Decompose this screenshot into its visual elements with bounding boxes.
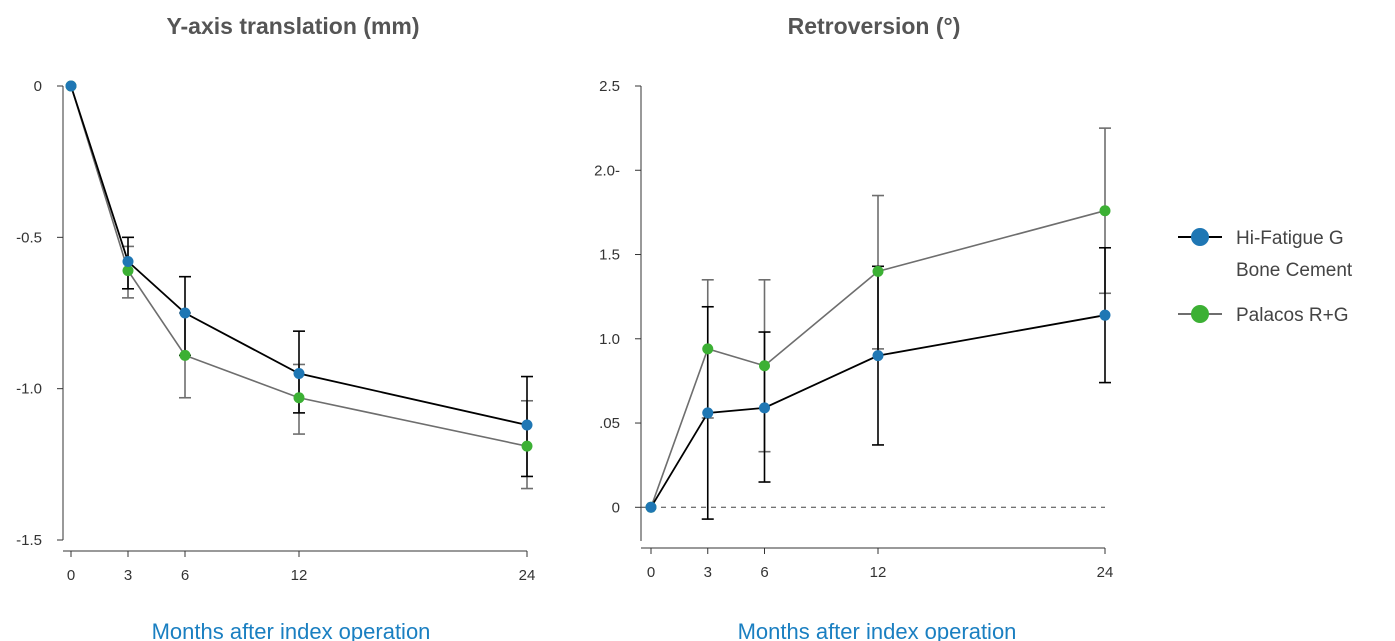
- y-tick-label: -0.5: [16, 229, 42, 246]
- chart-retroversion: Retroversion (°) Months after index oper…: [594, 13, 1113, 641]
- y-tick-label: -1.5: [16, 532, 42, 549]
- axes: 0 .05 1.0 1.5 2.0- 2.5 0 3 6 12 24: [594, 78, 1113, 581]
- data-point: [122, 256, 134, 268]
- chart-y-translation: Y-axis translation (mm) Months after ind…: [16, 13, 535, 641]
- data-point: [65, 80, 77, 92]
- legend-label: Hi-Fatigue G: [1236, 228, 1344, 249]
- data-point: [179, 307, 191, 319]
- legend: Hi-Fatigue G Bone Cement Palacos R+G: [1178, 228, 1353, 326]
- x-tick-label: 6: [760, 564, 768, 581]
- data-point: [872, 350, 884, 362]
- y-tick-label: -1.0: [16, 381, 42, 398]
- x-tick-label: 12: [870, 564, 887, 581]
- legend-label: Palacos R+G: [1236, 305, 1348, 326]
- legend-item-hi-fatigue: Hi-Fatigue G Bone Cement: [1178, 228, 1353, 281]
- legend-item-palacos: Palacos R+G: [1178, 305, 1348, 326]
- data-point: [521, 440, 533, 452]
- data-point: [645, 501, 657, 513]
- data-point: [1099, 205, 1111, 217]
- x-tick-label: 24: [519, 567, 536, 584]
- data-point: [122, 265, 134, 277]
- x-axis-title: Months after index operation: [738, 619, 1017, 641]
- y-tick-label: 1.5: [599, 247, 620, 264]
- data-point: [759, 360, 770, 372]
- axes: 0 -0.5 -1.0 -1.5 0 3 6 12 24: [16, 78, 535, 584]
- data-point: [1099, 309, 1111, 321]
- data-marks: [645, 127, 1111, 520]
- x-tick-label: 0: [647, 564, 655, 581]
- data-point: [702, 407, 714, 419]
- data-point: [521, 419, 533, 431]
- x-tick-label: 6: [181, 567, 189, 584]
- x-axis-title: Months after index operation: [152, 619, 431, 641]
- legend-marker: [1191, 305, 1209, 323]
- y-tick-label: 0: [612, 499, 620, 516]
- data-point: [759, 402, 770, 414]
- data-point: [702, 343, 714, 355]
- data-point: [293, 392, 305, 404]
- data-point: [179, 349, 191, 361]
- x-tick-label: 12: [291, 567, 308, 584]
- data-point: [872, 265, 884, 277]
- x-tick-label: 3: [124, 567, 132, 584]
- legend-marker: [1191, 228, 1209, 246]
- x-tick-label: 24: [1097, 564, 1114, 581]
- chart-title: Y-axis translation (mm): [166, 13, 419, 39]
- data-marks: [65, 80, 533, 490]
- y-tick-label: 0: [34, 78, 42, 95]
- x-tick-label: 3: [704, 564, 712, 581]
- y-tick-label: 2.5: [599, 78, 620, 95]
- chart-title: Retroversion (°): [788, 13, 961, 39]
- y-tick-label: .05: [599, 415, 620, 432]
- x-tick-label: 0: [67, 567, 75, 584]
- y-tick-label: 1.0: [599, 331, 620, 348]
- data-point: [293, 368, 305, 380]
- y-tick-label: 2.0-: [594, 162, 620, 179]
- legend-label-line2: Bone Cement: [1236, 260, 1353, 281]
